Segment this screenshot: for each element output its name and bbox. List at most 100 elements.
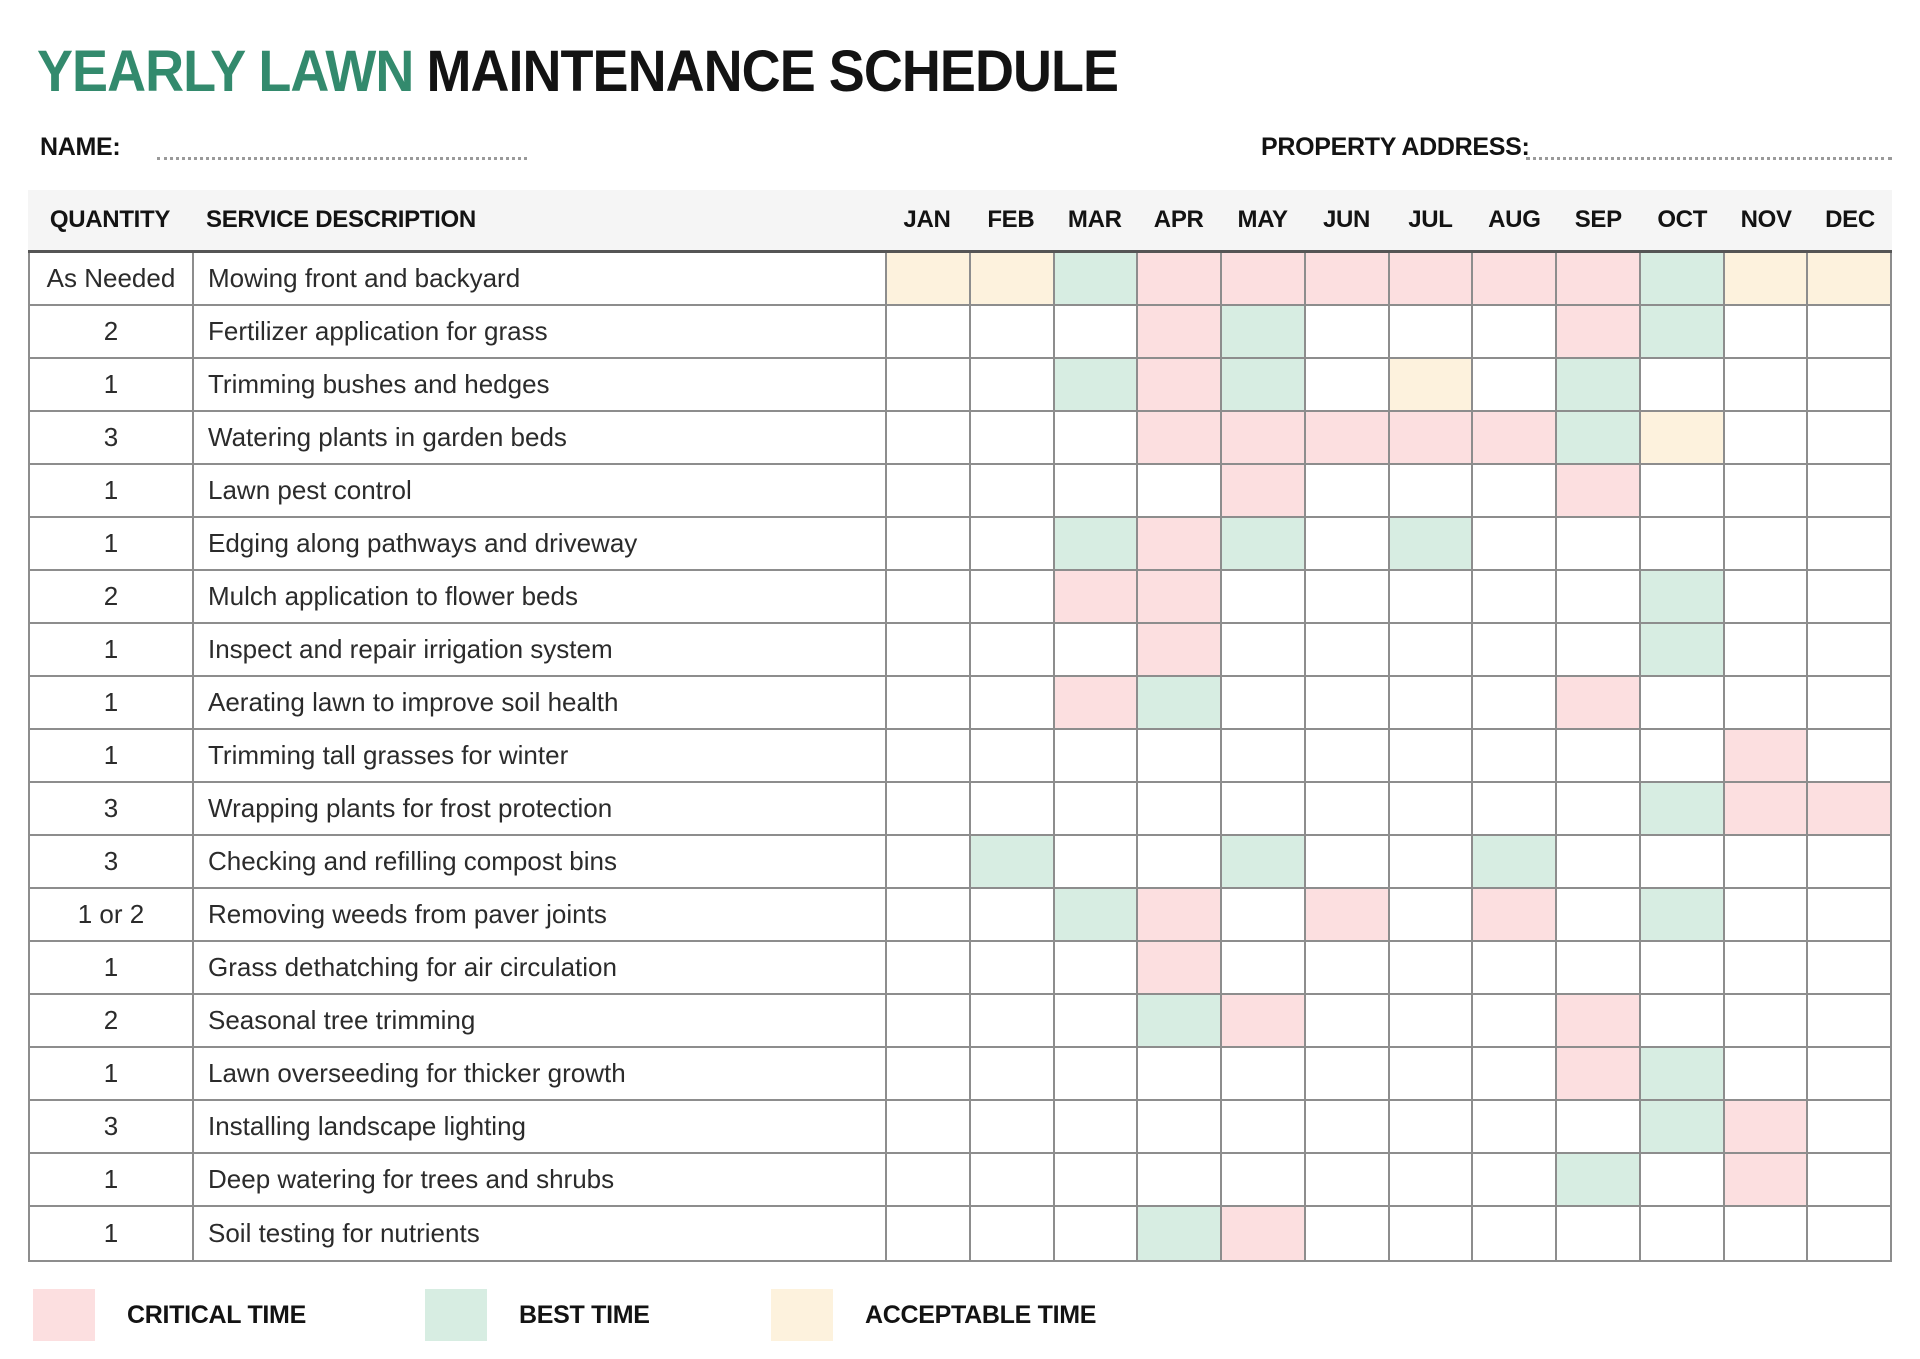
month-cell-sep bbox=[1555, 306, 1639, 357]
month-cell-may bbox=[1220, 942, 1304, 993]
month-cell-jun bbox=[1303, 677, 1388, 728]
month-cell-oct bbox=[1638, 730, 1723, 781]
month-cell-dec bbox=[1806, 624, 1890, 675]
page-title-highlight: YEARLY LAWN bbox=[37, 39, 414, 104]
month-cell-nov bbox=[1722, 465, 1807, 516]
schedule-table: QUANTITY SERVICE DESCRIPTION JAN FEB MAR AP… bbox=[28, 190, 1892, 1262]
month-cell-jul bbox=[1387, 359, 1472, 410]
month-cell-nov bbox=[1722, 889, 1807, 940]
month-cell-jun bbox=[1303, 995, 1388, 1046]
month-cell-mar bbox=[1052, 624, 1137, 675]
quantity-cell: 3 bbox=[103, 422, 119, 452]
month-cell-sep bbox=[1555, 677, 1639, 728]
month-cell-jan bbox=[885, 1154, 969, 1205]
month-cell-apr bbox=[1136, 836, 1220, 887]
month-cell-may bbox=[1220, 624, 1304, 675]
service-description-cell: Mulch application to flower beds bbox=[192, 571, 885, 622]
name-label: NAME: bbox=[40, 133, 121, 161]
month-cell-feb bbox=[968, 624, 1053, 675]
month-cell-may bbox=[1220, 359, 1304, 410]
month-cell-jun bbox=[1303, 253, 1388, 304]
service-description-cell: Deep watering for trees and shrubs bbox=[192, 1154, 885, 1205]
service-description-cell: Mowing front and backyard bbox=[192, 253, 885, 304]
quantity-cell: 1 bbox=[103, 475, 119, 505]
month-cell-oct bbox=[1638, 942, 1723, 993]
month-cell-jun bbox=[1303, 942, 1388, 993]
service-description-cell: Watering plants in garden beds bbox=[192, 412, 885, 463]
month-cell-jan bbox=[885, 783, 969, 834]
table-row: 1 Grass dethatching for air circulation bbox=[30, 942, 1890, 995]
month-cell-apr bbox=[1136, 783, 1220, 834]
month-cell-jan bbox=[885, 1048, 969, 1099]
month-cell-jan bbox=[885, 677, 969, 728]
month-cell-nov bbox=[1722, 1154, 1807, 1205]
property-address-label: PROPERTY ADDRESS: bbox=[1261, 133, 1530, 161]
service-description-cell: Seasonal tree trimming bbox=[192, 995, 885, 1046]
month-cell-jun bbox=[1303, 306, 1388, 357]
month-cell-feb bbox=[968, 942, 1053, 993]
month-cell-jan bbox=[885, 1101, 969, 1152]
table-row: 1 Trimming tall grasses for winter bbox=[30, 730, 1890, 783]
best-time-label: BEST TIME bbox=[519, 1300, 650, 1329]
month-cell-mar bbox=[1052, 1048, 1137, 1099]
month-cell-aug bbox=[1471, 995, 1555, 1046]
service-description-cell: Trimming tall grasses for winter bbox=[192, 730, 885, 781]
month-cell-mar bbox=[1052, 359, 1137, 410]
month-cell-jun bbox=[1303, 518, 1388, 569]
month-cell-apr bbox=[1136, 518, 1220, 569]
month-cell-nov bbox=[1722, 571, 1807, 622]
month-cell-jul bbox=[1387, 995, 1472, 1046]
month-cell-aug bbox=[1471, 253, 1555, 304]
month-cell-jan bbox=[885, 836, 969, 887]
month-cell-sep bbox=[1555, 359, 1639, 410]
month-cell-jan bbox=[885, 412, 969, 463]
month-cell-feb bbox=[968, 412, 1053, 463]
month-cell-sep bbox=[1555, 730, 1639, 781]
month-cell-may bbox=[1220, 1154, 1304, 1205]
month-cell-apr bbox=[1136, 306, 1220, 357]
month-cell-feb bbox=[968, 1048, 1053, 1099]
month-cell-oct bbox=[1638, 624, 1723, 675]
month-cell-jul bbox=[1387, 889, 1472, 940]
month-cell-aug bbox=[1471, 836, 1555, 887]
month-cell-apr bbox=[1136, 730, 1220, 781]
table-row: 1 Soil testing for nutrients bbox=[30, 1207, 1890, 1260]
month-cell-sep bbox=[1555, 889, 1639, 940]
page-title-rest: MAINTENANCE SCHEDULE bbox=[426, 39, 1119, 104]
table-row: 1 Inspect and repair irrigation system bbox=[30, 624, 1890, 677]
month-cell-mar bbox=[1052, 1154, 1137, 1205]
month-cell-oct bbox=[1638, 836, 1723, 887]
month-cell-jun bbox=[1303, 624, 1388, 675]
month-cell-may bbox=[1220, 465, 1304, 516]
month-cell-sep bbox=[1555, 1207, 1639, 1260]
month-cell-dec bbox=[1806, 995, 1890, 1046]
month-cell-aug bbox=[1471, 942, 1555, 993]
month-cell-mar bbox=[1052, 412, 1137, 463]
best-time-swatch bbox=[425, 1289, 487, 1341]
schedule-table-body: As Needed Mowing front and backyard 2 Ferti… bbox=[28, 253, 1892, 1262]
month-cell-sep bbox=[1555, 1101, 1639, 1152]
month-cell-nov bbox=[1722, 783, 1807, 834]
month-cell-feb bbox=[968, 253, 1053, 304]
month-cell-oct bbox=[1638, 518, 1723, 569]
month-cell-dec bbox=[1806, 1048, 1890, 1099]
month-cell-jul bbox=[1387, 412, 1472, 463]
month-cell-jul bbox=[1387, 571, 1472, 622]
page-title: YEARLY LAWN MAINTENANCE SCHEDULE bbox=[37, 38, 1119, 105]
month-cell-sep bbox=[1555, 624, 1639, 675]
month-cell-jun bbox=[1303, 1048, 1388, 1099]
table-row: 1 Lawn overseeding for thicker growth bbox=[30, 1048, 1890, 1101]
table-row: 2 Seasonal tree trimming bbox=[30, 995, 1890, 1048]
property-address-input-line bbox=[1526, 157, 1892, 160]
month-cell-dec bbox=[1806, 730, 1890, 781]
month-cell-mar bbox=[1052, 1207, 1137, 1260]
table-row: 1 Edging along pathways and driveway bbox=[30, 518, 1890, 571]
month-cell-dec bbox=[1806, 889, 1890, 940]
month-cell-may bbox=[1220, 677, 1304, 728]
month-cell-feb bbox=[968, 889, 1053, 940]
service-description-cell: Aerating lawn to improve soil health bbox=[192, 677, 885, 728]
month-cell-may bbox=[1220, 889, 1304, 940]
month-cell-may bbox=[1220, 730, 1304, 781]
month-cell-feb bbox=[968, 306, 1053, 357]
month-cell-sep bbox=[1555, 836, 1639, 887]
